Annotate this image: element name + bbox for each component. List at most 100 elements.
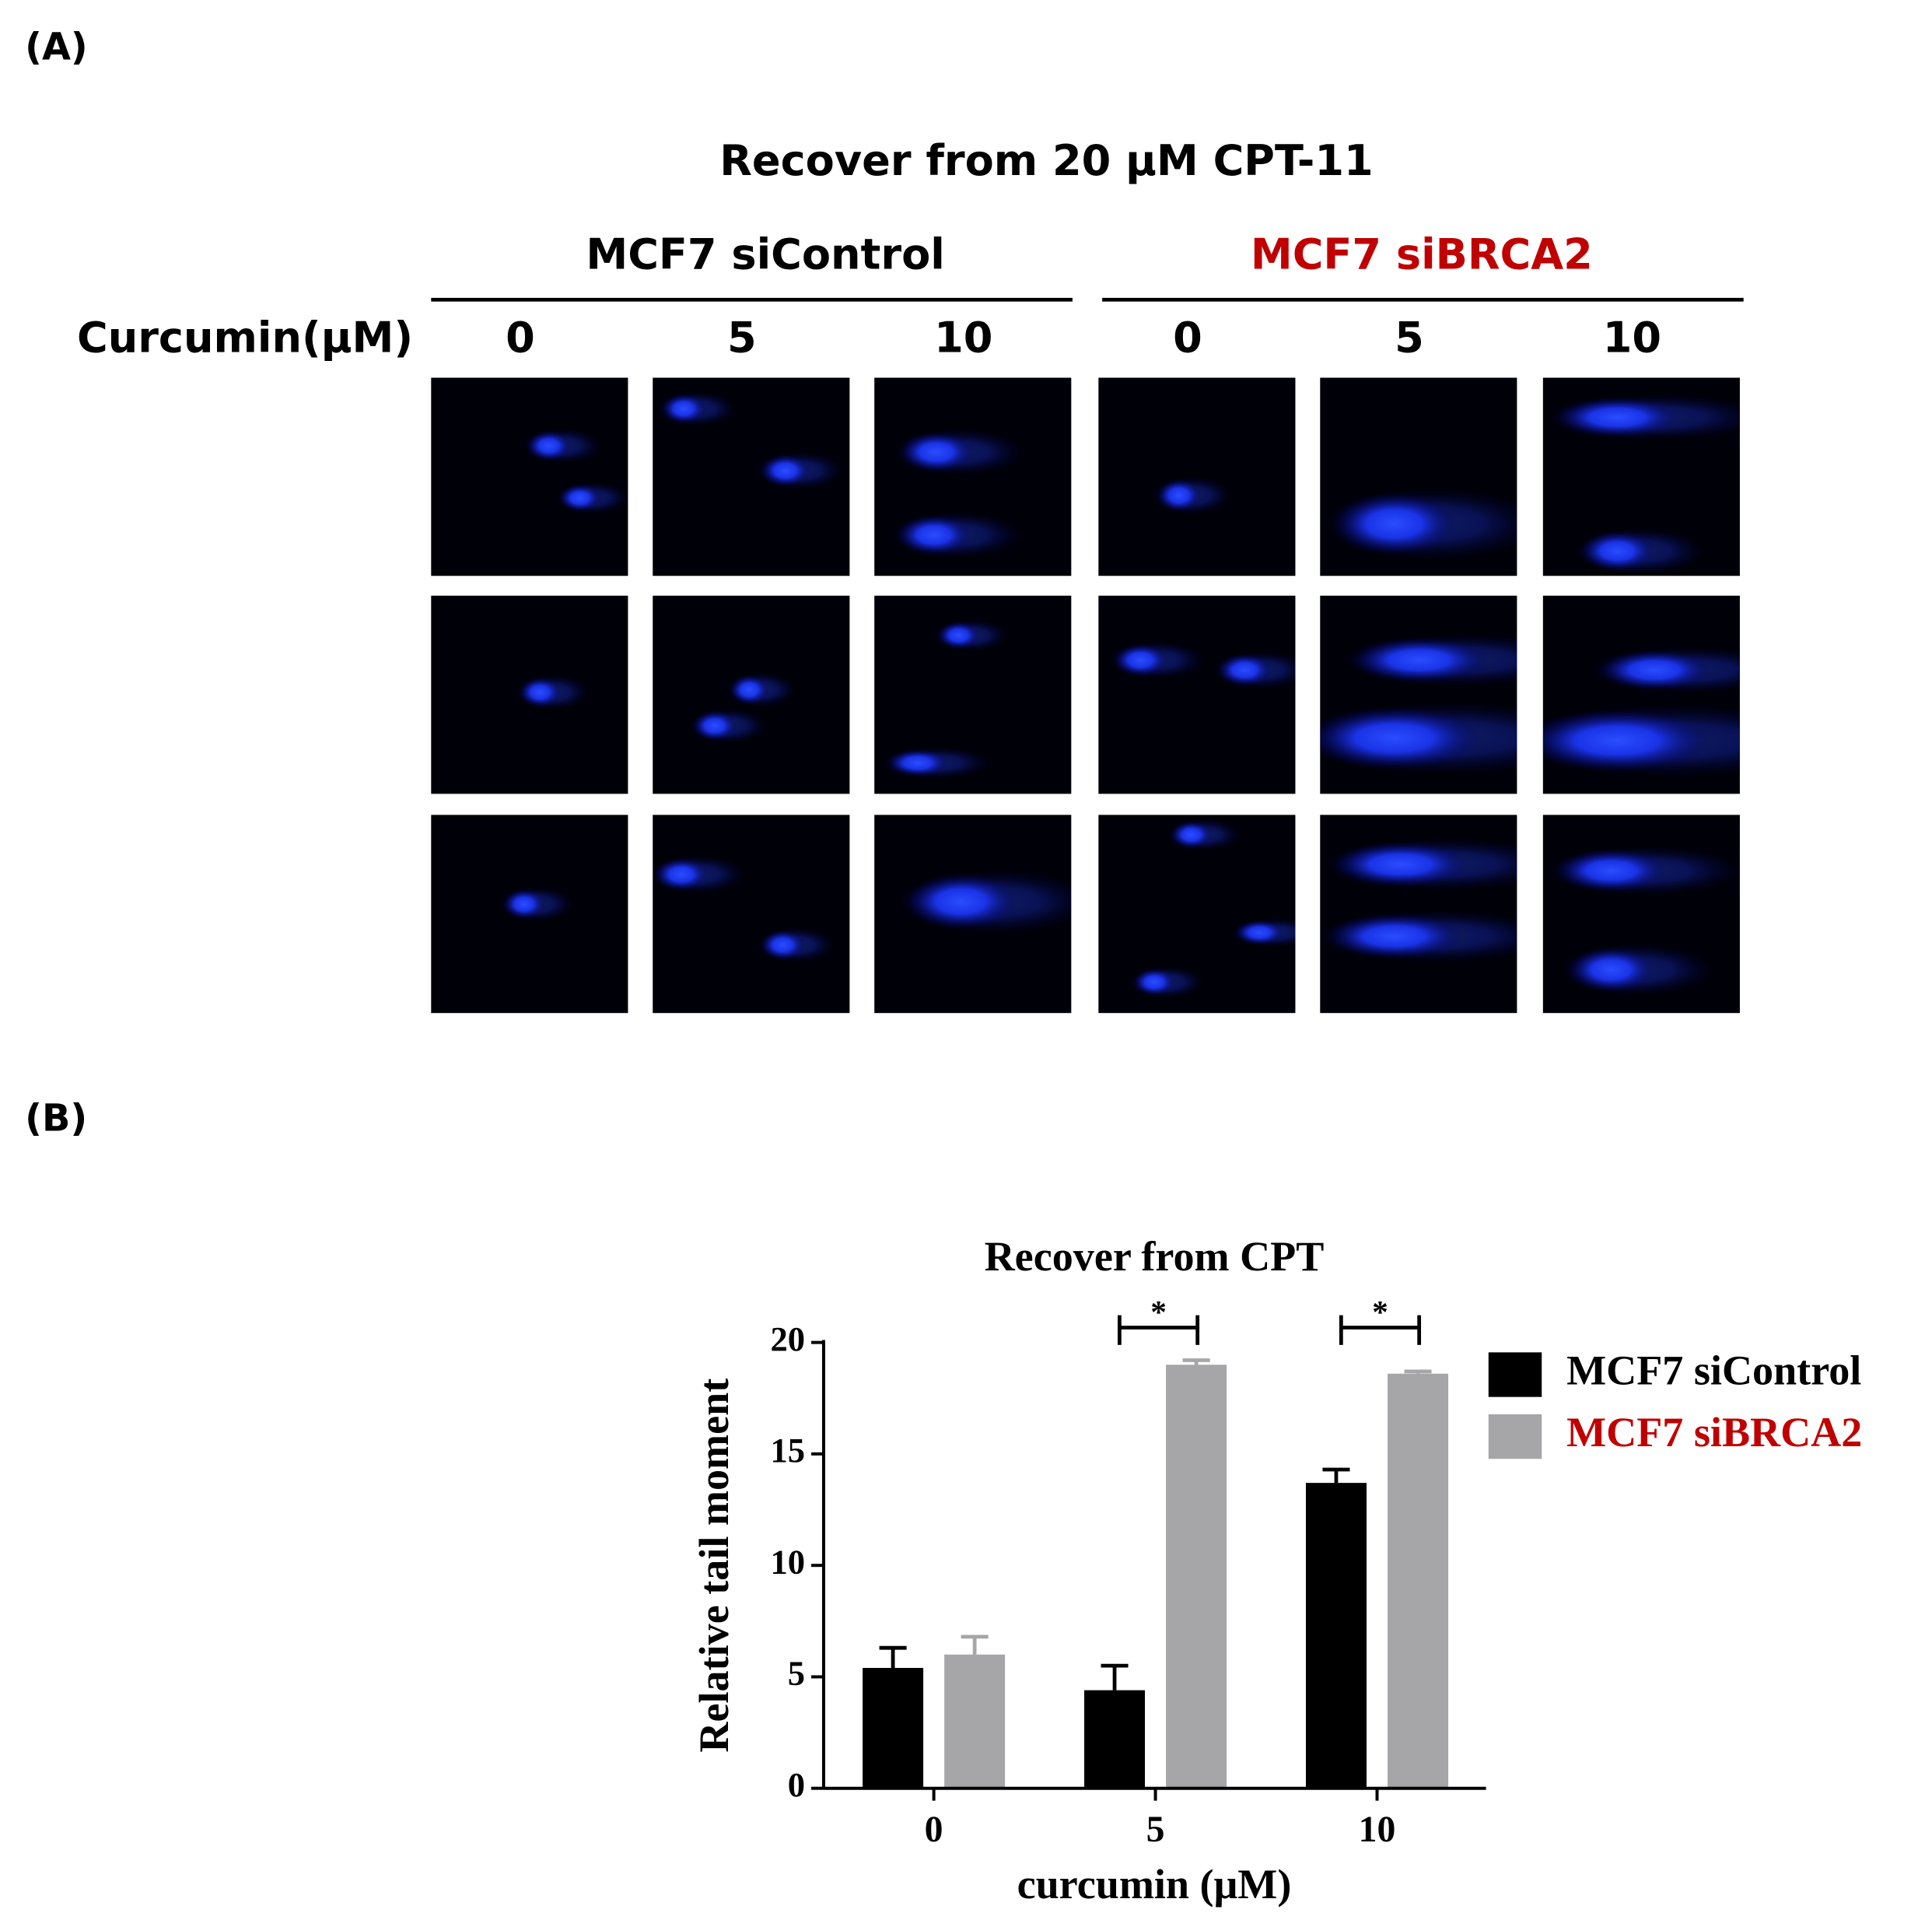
comets: [1320, 633, 1517, 776]
comets: [1544, 845, 1740, 997]
comet-image: [1098, 377, 1296, 576]
panel-label: (A): [25, 26, 88, 69]
bar: [863, 1667, 924, 1789]
y-tick-label: 20: [770, 1319, 805, 1358]
comets: [1320, 486, 1517, 562]
y-axis-title: Relative tail moment: [691, 1379, 737, 1753]
legend-swatch: [1488, 1352, 1542, 1397]
comet-image: [431, 377, 628, 576]
comet-head: [502, 888, 545, 920]
comet-head: [896, 515, 971, 555]
comet-head: [729, 674, 769, 705]
dose-value: 0: [506, 313, 535, 362]
dose-value: 10: [934, 313, 992, 362]
comet-head: [1332, 492, 1457, 555]
bar: [1166, 1365, 1227, 1789]
comet-image: [1320, 815, 1517, 1014]
comet-head: [1351, 637, 1488, 683]
comet-image: [1098, 595, 1296, 794]
x-tick-label: 0: [925, 1809, 943, 1850]
legend-label: MCF7 siControl: [1566, 1347, 1861, 1393]
comet-image: [653, 377, 850, 576]
bar: [1084, 1690, 1146, 1789]
comet-image: [653, 595, 850, 794]
group-label: MCF7 siBRCA2: [1251, 230, 1593, 279]
comets: [688, 671, 797, 744]
comet-image: [1320, 595, 1517, 794]
panel-title: Recover from 20 µM CPT-11: [719, 136, 1373, 185]
comet-image: [874, 815, 1072, 1014]
y-tick-label: 10: [770, 1542, 805, 1581]
comet-head: [1555, 850, 1668, 892]
comet-head: [1580, 531, 1655, 571]
comets: [656, 391, 845, 490]
comet-head: [661, 394, 706, 424]
comets: [1152, 475, 1233, 515]
comet-head: [1542, 709, 1710, 772]
comet-head: [1598, 650, 1710, 690]
comet-head: [1217, 653, 1272, 686]
comet-image: [1098, 815, 1296, 1014]
comets: [880, 618, 1010, 780]
comet-image: [1542, 595, 1740, 794]
comet-head: [692, 710, 737, 741]
comet-image: [1320, 377, 1517, 576]
bar: [1388, 1373, 1449, 1789]
comet-head: [1567, 947, 1655, 993]
comet-head: [887, 749, 949, 777]
comet-head: [1132, 968, 1176, 996]
comets: [1129, 818, 1296, 999]
panel-label: (B): [25, 1098, 87, 1140]
comets: [894, 868, 1072, 934]
x-tick-label: 5: [1146, 1809, 1165, 1850]
significance-label: *: [1150, 1294, 1167, 1330]
comet-head: [653, 858, 709, 891]
comet-image: [653, 815, 850, 1014]
comet-head: [937, 622, 980, 650]
dose-value: 0: [1173, 313, 1202, 362]
comet-head: [1170, 821, 1213, 849]
image-background: [431, 377, 628, 576]
comet-head: [899, 432, 974, 472]
comet-image: [1542, 377, 1740, 576]
x-axis-title: curcumin (μM): [1017, 1861, 1292, 1908]
comet-image: [431, 815, 628, 1014]
comet-head: [526, 430, 572, 461]
comet-head: [1234, 920, 1285, 945]
x-tick-label: 10: [1359, 1809, 1396, 1850]
dose-value: 5: [727, 313, 757, 362]
comet-image: [431, 595, 628, 794]
y-tick-label: 15: [770, 1431, 805, 1470]
comets: [1320, 837, 1517, 963]
comet-head: [905, 874, 1017, 929]
comet-image: [874, 595, 1072, 794]
legend-swatch: [1488, 1414, 1542, 1459]
comets: [653, 855, 837, 963]
comets: [889, 428, 1026, 559]
comet-images: [431, 377, 1740, 1014]
comets: [522, 428, 628, 514]
comets: [1108, 640, 1296, 690]
image-background: [653, 815, 850, 1014]
image-background: [1098, 595, 1296, 794]
chart-title: Recover from CPT: [985, 1233, 1325, 1280]
comet-head: [558, 484, 601, 512]
comet-head: [519, 677, 562, 707]
dose-value: 5: [1395, 313, 1424, 362]
comet-head: [1555, 398, 1679, 437]
comets: [499, 886, 575, 923]
comet-head: [1157, 479, 1202, 512]
comet-head: [1332, 842, 1469, 887]
group-label: MCF7 siControl: [586, 230, 944, 279]
comet-image: [874, 377, 1072, 576]
comet-head: [1113, 643, 1168, 677]
y-tick-label: 5: [788, 1654, 805, 1693]
comet-head: [1320, 706, 1482, 769]
comets: [1542, 646, 1740, 778]
dose-label: Curcumin(µM): [77, 313, 413, 362]
comet-head: [760, 454, 810, 487]
comet-head: [1326, 913, 1463, 959]
comets: [1542, 393, 1740, 575]
y-tick-label: 0: [788, 1765, 805, 1804]
